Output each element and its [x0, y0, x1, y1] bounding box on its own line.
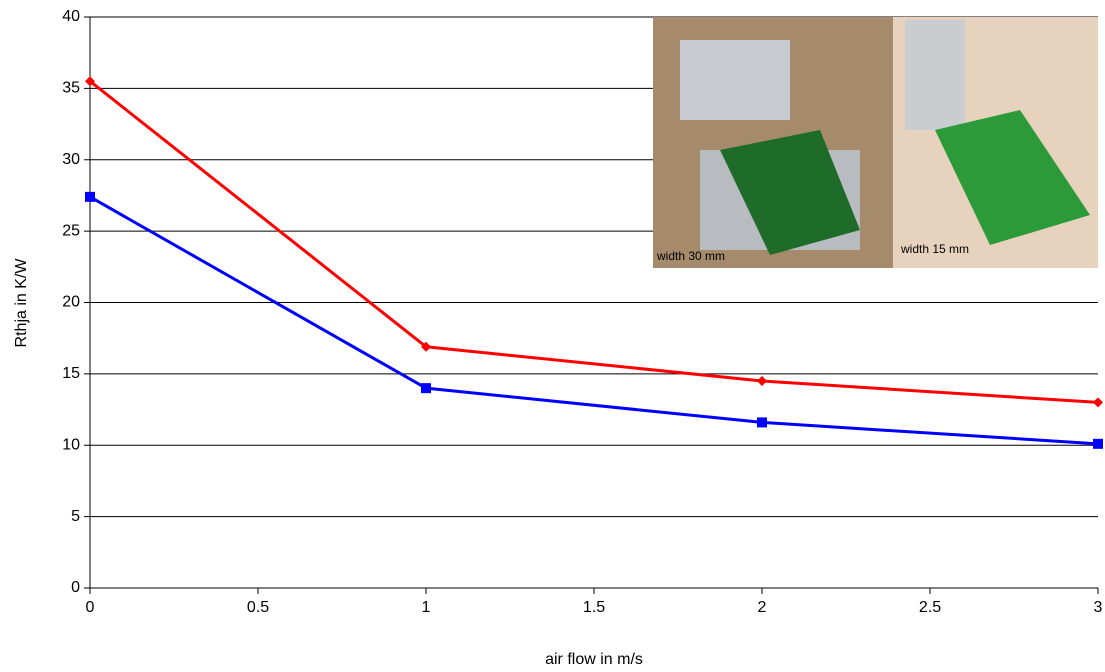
marker — [757, 376, 767, 387]
heatsink — [680, 40, 790, 120]
photo-caption: width 15 mm — [900, 242, 969, 256]
pcb — [935, 110, 1090, 245]
marker — [1093, 397, 1103, 408]
series-line — [89, 195, 1099, 446]
pcb — [720, 130, 860, 255]
marker — [85, 76, 95, 87]
inset-photos: width 30 mm width 15 mm — [653, 17, 1098, 268]
series-line — [89, 80, 1099, 404]
x-tick-label: 1 — [422, 599, 431, 616]
x-tick-label: 2 — [758, 599, 767, 616]
y-axis-label: Rthja in K/W — [13, 258, 30, 348]
marker — [421, 341, 431, 352]
x-axis-label: air flow in m/s — [545, 651, 643, 668]
y-tick-label: 30 — [62, 151, 80, 168]
marker — [1093, 438, 1103, 449]
y-tick-label: 20 — [62, 294, 80, 311]
y-tick-label: 15 — [62, 365, 80, 382]
x-tick-label: 2.5 — [919, 599, 941, 616]
y-tick-label: 35 — [62, 80, 80, 97]
x-tick-label: 1.5 — [583, 599, 605, 616]
marker — [757, 417, 767, 428]
x-tick-label: 0 — [86, 599, 95, 616]
x-tick-label: 3 — [1094, 599, 1103, 616]
y-tick-label: 0 — [71, 579, 80, 596]
y-tick-label: 10 — [62, 436, 80, 453]
marker — [85, 191, 95, 202]
photo-caption: width 30 mm — [656, 249, 725, 263]
y-tick-label: 25 — [62, 222, 80, 239]
y-tick-label: 5 — [71, 508, 80, 525]
x-tick-label: 0.5 — [247, 599, 269, 616]
y-tick-label: 40 — [62, 8, 80, 25]
marker — [421, 383, 431, 394]
heatsink — [905, 20, 965, 130]
